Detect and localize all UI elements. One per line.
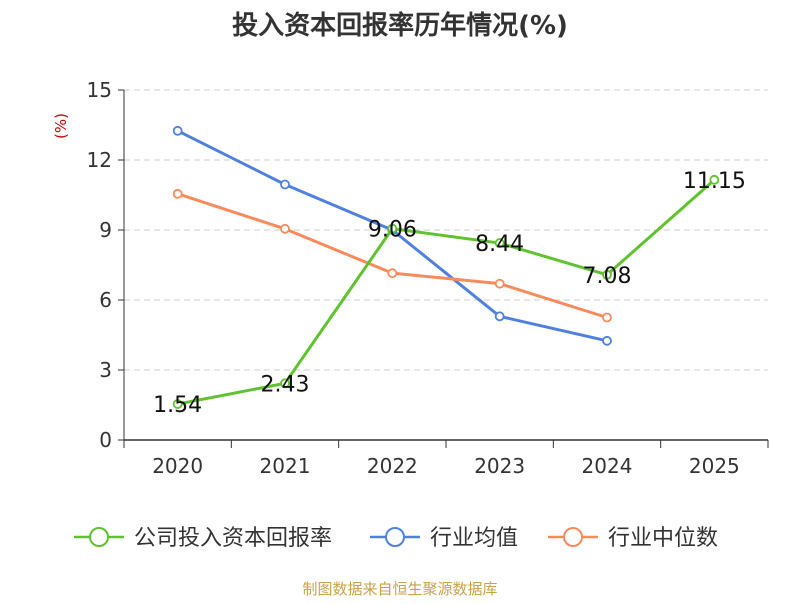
x-tick-label: 2022 — [367, 454, 418, 478]
data-labels: 1.54 2.43 9.06 8.44 7.08 11.15 — [153, 169, 746, 418]
data-point — [387, 223, 398, 234]
data-point — [709, 174, 720, 185]
grid-lines — [124, 89, 768, 371]
y-tick-label: 3 — [99, 358, 112, 382]
x-tick-label: 2020 — [152, 454, 203, 478]
data-label: 8.44 — [475, 232, 524, 257]
data-point — [172, 125, 183, 136]
data-point — [494, 238, 505, 248]
y-tick-label: 6 — [99, 288, 112, 312]
series-line — [177, 178, 716, 406]
data-label: 1.54 — [153, 393, 202, 418]
x-tick-label: 2024 — [582, 454, 633, 478]
data-point — [387, 268, 398, 279]
legend-marker — [89, 527, 109, 547]
data-point — [280, 179, 290, 190]
data-label: 2.43 — [261, 372, 310, 397]
y-axis-label: (%) — [52, 113, 70, 139]
data-label: 7.08 — [583, 264, 632, 289]
data-label: 9.06 — [368, 218, 417, 243]
data-point — [280, 223, 290, 234]
data-point — [602, 269, 612, 280]
series-lines — [172, 125, 720, 409]
legend-marker — [563, 527, 583, 547]
data-point — [602, 312, 612, 323]
x-tick-label: 2025 — [689, 454, 740, 478]
x-tick-label: 2023 — [474, 454, 525, 478]
data-point — [172, 399, 183, 409]
data-point — [602, 335, 612, 346]
data-point — [494, 311, 505, 322]
x-tick-label: 2021 — [260, 454, 311, 478]
legend-label: 行业均值 — [430, 526, 518, 551]
y-tick-label: 9 — [99, 218, 112, 242]
legend-marker — [385, 527, 405, 547]
legend: 公司投入资本回报率 行业均值 行业中位数 — [74, 526, 718, 551]
y-tick-label: 15 — [87, 78, 112, 102]
axes: 0 3 6 9 12 15 2020 2021 2022 2023 2024 2025 — [87, 78, 769, 478]
data-point — [172, 188, 183, 199]
y-tick-label: 0 — [99, 428, 112, 452]
chart-title: 投入资本回报率历年情况(%) — [232, 10, 568, 41]
y-tick-label: 12 — [87, 148, 112, 172]
data-point — [280, 378, 290, 389]
legend-label: 公司投入资本回报率 — [134, 526, 332, 551]
source-note: 制图数据来自恒生聚源数据库 — [302, 580, 497, 598]
legend-label: 行业中位数 — [608, 526, 718, 551]
data-point — [494, 278, 505, 289]
data-label: 11.15 — [683, 169, 746, 194]
